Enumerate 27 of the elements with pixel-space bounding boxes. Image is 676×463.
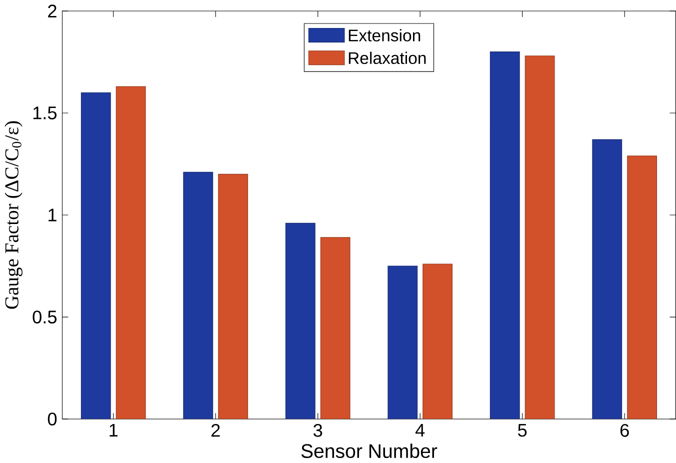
bar (320, 237, 350, 420)
bar (422, 264, 453, 420)
legend-label: Relaxation (348, 52, 426, 64)
bar (388, 266, 418, 420)
y-tick-label: 1.5 (33, 106, 57, 120)
x-tick-label: 5 (518, 424, 527, 437)
x-tick-label: 6 (620, 424, 629, 437)
bar (116, 86, 146, 420)
y-tick-label: 1 (48, 208, 56, 222)
y-axis-title: Gauge Factor (ΔC/C$_{0}$/ε) (4, 121, 22, 309)
x-axis-title: Sensor Number (301, 444, 438, 458)
legend-label: Extension (348, 29, 420, 42)
y-tick-label: 0 (48, 412, 57, 426)
x-tick-label: 2 (211, 424, 220, 437)
bar (490, 52, 520, 420)
bar (218, 174, 248, 420)
y-tick-label: 2 (48, 4, 56, 18)
bar (80, 92, 111, 420)
x-tick-label: 1 (110, 424, 118, 437)
bar (592, 139, 622, 420)
bar (285, 223, 316, 420)
y-tick-label: 0.5 (32, 310, 57, 324)
x-tick-label: 3 (314, 424, 322, 437)
bar (183, 172, 214, 420)
x-tick-label: 4 (415, 424, 425, 437)
bar (524, 56, 555, 420)
bar (627, 156, 658, 420)
